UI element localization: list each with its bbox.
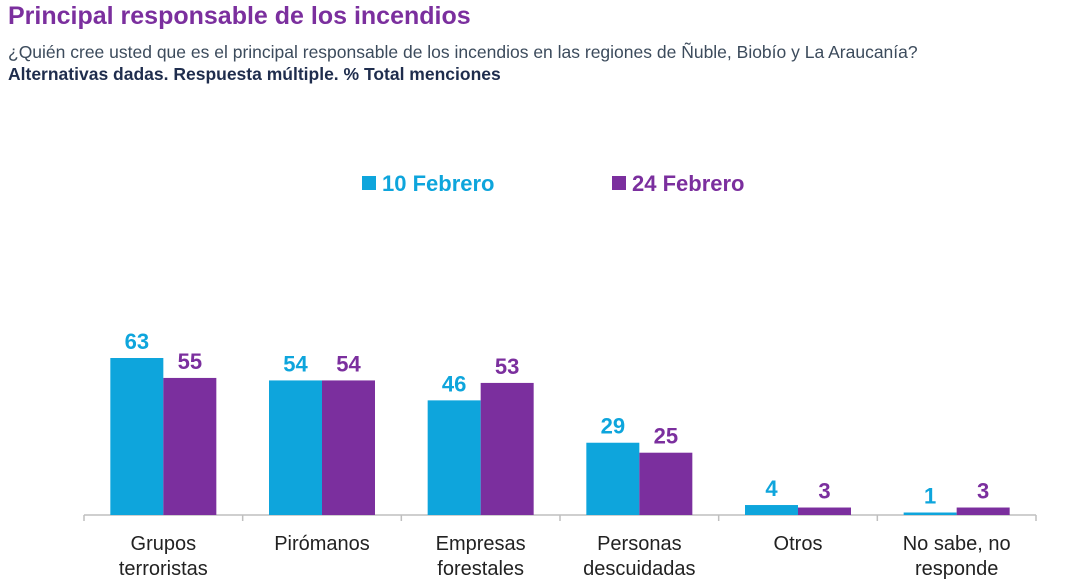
category-label: forestales (437, 558, 524, 580)
bar (269, 380, 322, 515)
bar (639, 452, 693, 515)
bar (322, 380, 375, 515)
data-label: 25 (654, 424, 678, 449)
category-label: descuidadas (583, 558, 695, 580)
data-label: 4 (765, 476, 778, 501)
bar (798, 507, 851, 515)
bar (903, 512, 957, 515)
bar (480, 382, 534, 515)
bar (956, 507, 1010, 515)
bar (427, 400, 481, 515)
category-label: terroristas (119, 558, 208, 580)
legend-swatch (612, 176, 626, 190)
data-label: 54 (283, 351, 308, 376)
chart-note: Alternativas dadas. Respuesta múltiple. … (8, 64, 501, 84)
legend-label: 24 Febrero (632, 171, 745, 196)
category-label: Grupos (131, 533, 197, 555)
data-label: 54 (336, 351, 361, 376)
bar (163, 377, 217, 515)
chart-subtitle: ¿Quién cree usted que es el principal re… (8, 42, 918, 62)
data-label: 1 (924, 484, 936, 509)
data-label: 3 (977, 479, 989, 504)
bar (586, 442, 640, 515)
data-label: 29 (601, 414, 625, 439)
data-label: 3 (818, 479, 830, 504)
data-label: 46 (442, 371, 466, 396)
category-label: Pirómanos (274, 533, 370, 555)
category-label: Personas (597, 533, 682, 555)
category-label: responde (915, 558, 998, 580)
category-label: No sabe, no (903, 533, 1011, 555)
legend-label: 10 Febrero (382, 171, 495, 196)
data-label: 53 (495, 354, 519, 379)
data-label: 55 (178, 349, 202, 374)
category-label: Otros (774, 533, 823, 555)
legend-swatch (362, 176, 376, 190)
data-label: 63 (125, 329, 149, 354)
bar (745, 505, 798, 515)
bar (110, 358, 164, 515)
category-label: Empresas (436, 533, 526, 555)
chart-title: Principal responsable de los incendios (8, 2, 471, 30)
